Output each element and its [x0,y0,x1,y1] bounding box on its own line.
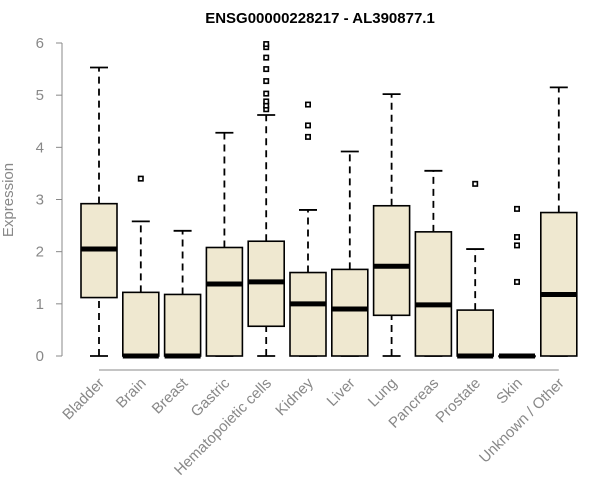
box-group [372,93,411,357]
outlier-point [304,133,311,140]
y-tick-label: 5 [36,87,44,104]
box-group [122,175,160,359]
x-tick-label: Bladder [59,375,108,424]
chart-title: ENSG00000228217 - AL390877.1 [205,10,435,27]
outlier-point [263,41,270,48]
outlier-point [263,78,270,85]
box [289,271,327,357]
box [539,211,578,357]
box-group [414,169,453,357]
outlier-point [513,242,520,249]
outlier-point [263,54,270,61]
box [414,231,453,357]
outlier-point [513,234,520,241]
x-tick-label: Lung [365,375,401,411]
box-group [498,205,536,359]
y-tick-label: 3 [36,192,44,209]
y-tick-label: 0 [36,348,44,365]
outlier-point [263,66,270,73]
box [372,204,411,317]
outlier-point [304,122,311,129]
x-tick-label: Kidney [272,374,317,419]
box [122,291,160,357]
outlier-point [137,175,144,182]
y-axis: 0 1 2 3 4 5 6 [36,35,63,365]
x-tick-label: Skin [493,375,526,408]
outlier-point [513,278,520,285]
box [163,293,202,357]
box [456,309,495,357]
y-tick-label: 4 [36,139,44,156]
box-group [539,86,578,357]
box [330,268,369,357]
outlier-point [304,101,311,108]
x-tick-label: Liver [324,375,359,410]
box-group [247,41,285,357]
x-tick-label: Breast [149,374,192,417]
box-group [80,66,118,357]
y-tick-label: 6 [36,35,44,52]
box-group [330,150,369,357]
y-axis-label: Expression [0,163,17,237]
outlier-point [263,90,270,97]
y-tick-label: 1 [36,296,44,313]
box-group [289,101,327,357]
outlier-point [513,205,520,212]
plot-area [80,41,578,359]
box-group [163,229,202,359]
y-tick-label: 2 [36,244,44,261]
outlier-point [472,180,479,187]
x-tick-label: Brain [113,375,150,412]
outlier-point [263,98,270,105]
box-group [205,131,244,357]
box [205,246,244,357]
x-tick-label: Prostate [432,375,484,427]
box-group [456,180,495,359]
